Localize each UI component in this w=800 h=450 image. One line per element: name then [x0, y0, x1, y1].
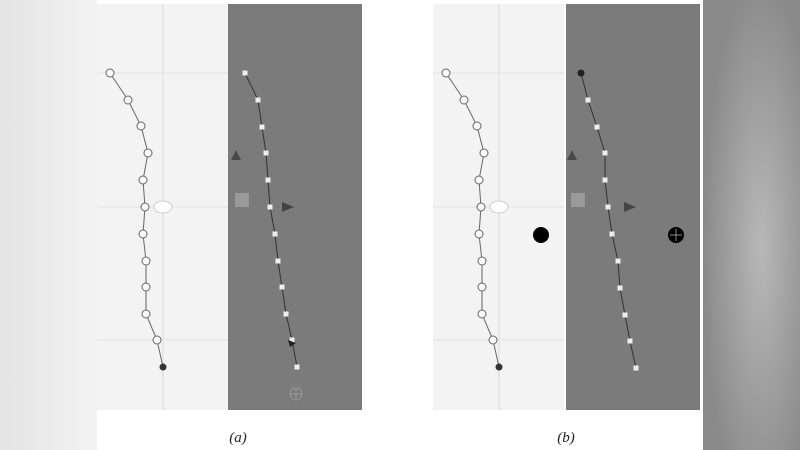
dark-joint	[279, 284, 285, 290]
dark-joint	[602, 150, 608, 156]
joint	[138, 175, 148, 185]
end-joint	[159, 363, 167, 371]
dark-joint	[602, 177, 608, 183]
dark-joint	[594, 124, 600, 130]
triangle-marker	[231, 150, 241, 160]
panels	[97, 4, 700, 410]
joint	[474, 175, 484, 185]
chain-line	[109, 72, 164, 368]
joint	[141, 282, 151, 292]
joint	[441, 68, 451, 78]
dark-joint	[267, 204, 273, 210]
joint	[141, 309, 151, 319]
joint	[488, 335, 498, 345]
dark-joint	[617, 285, 623, 291]
caption: (a)	[229, 430, 247, 446]
joint	[136, 121, 146, 131]
dark-joint	[605, 204, 611, 210]
caption: (b)	[557, 430, 575, 446]
cloud-marker	[489, 200, 509, 214]
arrow-marker	[282, 202, 294, 212]
dark-joint	[283, 311, 289, 317]
dark-field	[228, 4, 362, 410]
triangle-marker	[567, 150, 577, 160]
end-dot-b	[577, 69, 585, 77]
chain-line	[445, 72, 500, 368]
joint	[479, 148, 489, 158]
dark-joint	[289, 337, 295, 343]
dark-joint	[633, 365, 639, 371]
joint	[472, 121, 482, 131]
end-joint	[495, 363, 503, 371]
joint	[477, 256, 487, 266]
dark-joint	[255, 97, 261, 103]
joint	[141, 256, 151, 266]
dark-chain-line	[244, 72, 298, 368]
joint	[152, 335, 162, 345]
dark-joint	[265, 177, 271, 183]
joint	[138, 229, 148, 239]
dark-joint	[585, 97, 591, 103]
joint	[477, 309, 487, 319]
joint	[459, 95, 469, 105]
dark-joint	[609, 231, 615, 237]
joint	[477, 282, 487, 292]
dark-joint	[263, 150, 269, 156]
dark-joint	[242, 70, 248, 76]
joint	[140, 202, 150, 212]
joint	[123, 95, 133, 105]
dark-joint	[259, 124, 265, 130]
joint	[476, 202, 486, 212]
dark-joint	[627, 338, 633, 344]
arrow-marker	[624, 202, 636, 212]
dark-joint	[622, 312, 628, 318]
dark-chain-line	[580, 72, 637, 369]
joint	[474, 229, 484, 239]
square-marker	[571, 193, 585, 207]
square-marker	[235, 193, 249, 207]
dark-joint	[615, 258, 621, 264]
cloud-marker	[153, 200, 173, 214]
dark-joint	[275, 258, 281, 264]
dark-joint	[294, 364, 300, 370]
right-margin	[703, 0, 800, 450]
dark-joint	[272, 231, 278, 237]
left-margin	[0, 0, 97, 450]
end-arrow	[288, 340, 296, 347]
joint	[143, 148, 153, 158]
joint	[105, 68, 115, 78]
black-dot	[533, 227, 549, 243]
